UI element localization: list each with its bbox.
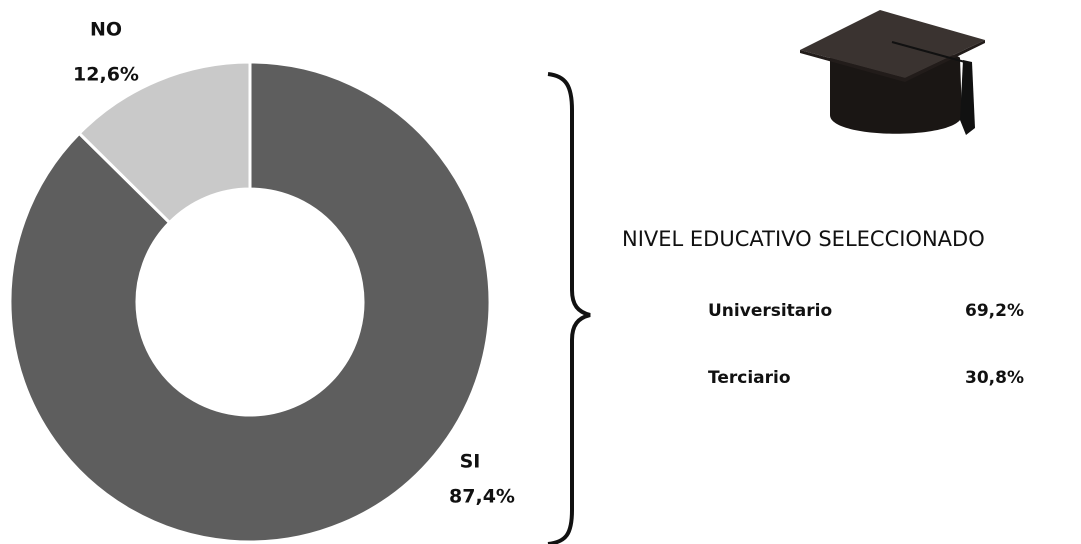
value-label: 87,4% [449,486,515,508]
table-cell: Terciario [708,368,791,388]
category-label: SI [460,451,481,473]
table-cell: Universitario [708,301,832,321]
page: NIVEL EDUCATIVO SELECCIONADO Universitar… [0,0,1081,544]
category-label: NO [90,19,122,41]
table-cell: 30,8% [965,368,1024,388]
table-cell: 69,2% [965,301,1024,321]
graduation-cap-icon [800,10,985,135]
table-title: NIVEL EDUCATIVO SELECCIONADO [622,227,985,251]
value-label: 12,6% [73,64,139,86]
brace [548,74,590,544]
